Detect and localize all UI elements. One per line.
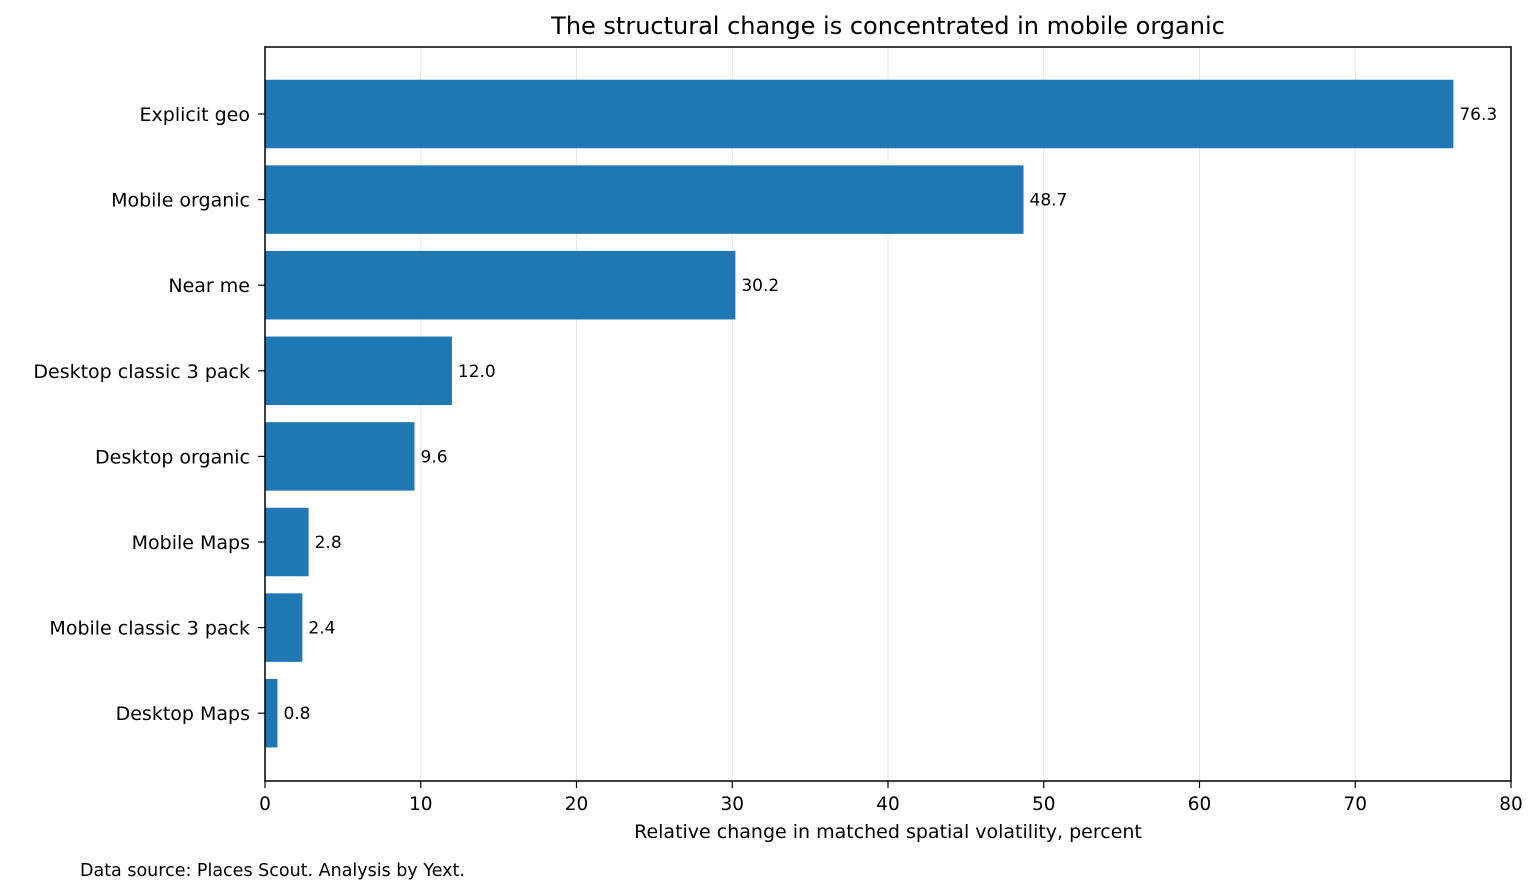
x-tick-label: 50 bbox=[1032, 794, 1056, 815]
bar-value-label: 2.8 bbox=[315, 533, 342, 553]
bar bbox=[265, 79, 1454, 149]
bar bbox=[265, 336, 452, 406]
value-labels: 76.3 48.7 30.2 12.0 9.6 2.8 2.4 0.8 bbox=[283, 105, 1497, 724]
category-label: Near me bbox=[168, 275, 250, 297]
category-label: Explicit geo bbox=[140, 104, 250, 126]
bar-value-label: 12.0 bbox=[458, 362, 496, 382]
bar bbox=[265, 250, 736, 320]
category-axis: Explicit geo Mobile organic Near me Desktop… bbox=[33, 104, 265, 725]
x-tick-label: 60 bbox=[1188, 794, 1212, 815]
x-tick-label: 0 bbox=[259, 794, 271, 815]
gridlines bbox=[420, 47, 1356, 781]
bar bbox=[265, 165, 1024, 234]
category-label: Desktop classic 3 pack bbox=[33, 361, 250, 383]
bar-value-label: 48.7 bbox=[1030, 191, 1068, 211]
bar bbox=[265, 678, 278, 748]
bar-value-label: 2.4 bbox=[308, 619, 335, 639]
x-tick-label: 80 bbox=[1499, 794, 1523, 815]
category-label: Desktop organic bbox=[95, 446, 250, 468]
bars bbox=[265, 79, 1454, 748]
chart-title: The structural change is concentrated in… bbox=[550, 12, 1225, 40]
bar bbox=[265, 507, 309, 577]
category-label: Mobile Maps bbox=[132, 532, 250, 554]
bar-value-label: 76.3 bbox=[1459, 105, 1497, 125]
bar-value-label: 9.6 bbox=[421, 447, 448, 467]
x-axis-label: Relative change in matched spatial volat… bbox=[634, 821, 1142, 843]
category-label: Desktop Maps bbox=[116, 703, 250, 725]
source-note: Data source: Places Scout. Analysis by Y… bbox=[80, 861, 465, 881]
bar bbox=[265, 422, 415, 491]
bar-value-label: 0.8 bbox=[283, 704, 310, 724]
bar bbox=[265, 593, 303, 662]
category-label: Mobile classic 3 pack bbox=[49, 618, 250, 640]
category-label: Mobile organic bbox=[111, 190, 250, 212]
x-tick-label: 10 bbox=[409, 794, 433, 815]
x-tick-label: 20 bbox=[565, 794, 589, 815]
x-tick-label: 70 bbox=[1343, 794, 1367, 815]
x-tick-label: 40 bbox=[876, 794, 900, 815]
x-axis: 0 10 20 30 40 50 60 70 80 bbox=[259, 781, 1523, 815]
bar-value-label: 30.2 bbox=[741, 276, 779, 296]
x-tick-label: 30 bbox=[720, 794, 744, 815]
